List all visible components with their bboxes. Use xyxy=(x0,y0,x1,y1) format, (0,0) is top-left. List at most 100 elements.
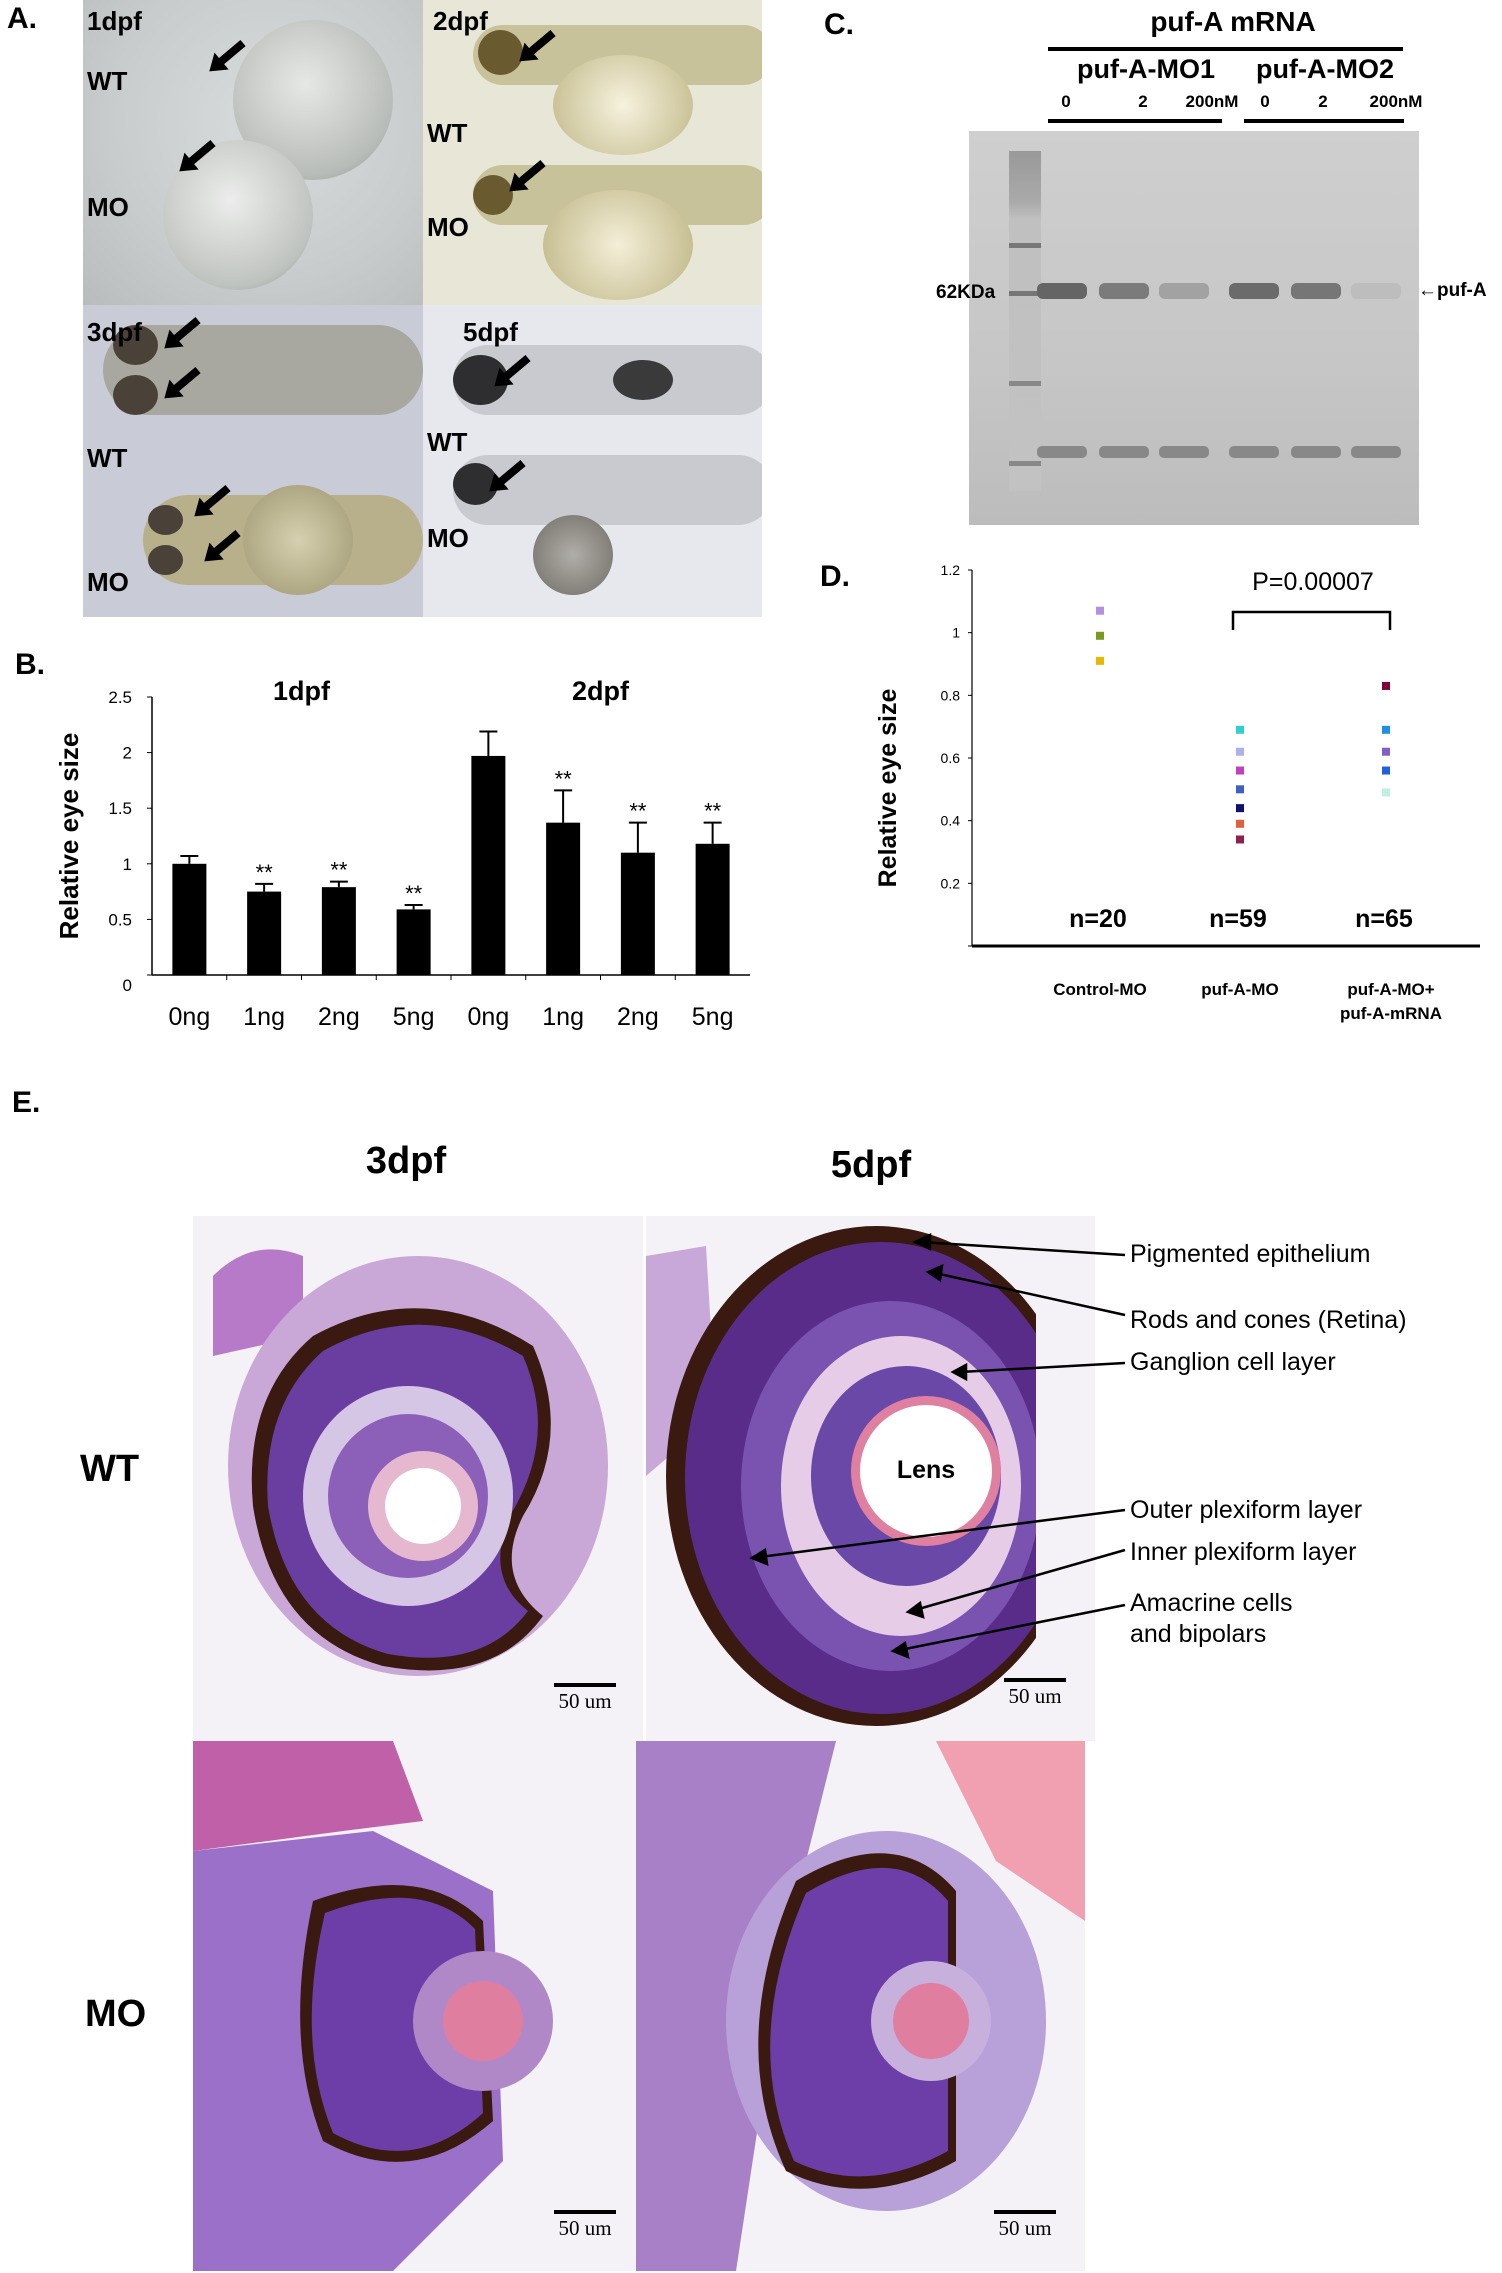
stage-label: 2dpf xyxy=(433,6,488,36)
y-axis-label: Relative eye size xyxy=(874,689,902,888)
bar xyxy=(321,887,356,975)
data-point xyxy=(1382,788,1390,797)
x-tick-label: 0ng xyxy=(169,1003,211,1030)
data-point xyxy=(1236,785,1244,794)
lens-label: Lens xyxy=(897,1456,955,1484)
y-tick-label: 1 xyxy=(952,625,960,641)
dose-label: 0 xyxy=(1061,92,1071,111)
mo-label: MO xyxy=(87,567,129,597)
dose-label: 2 xyxy=(1138,92,1148,111)
annotation-pigmented-epithelium: Pigmented epithelium xyxy=(1130,1240,1371,1268)
category-label: puf-A-MO+ xyxy=(1347,980,1434,999)
x-tick-label: 1ng xyxy=(542,1003,584,1030)
band-name: puf-A xyxy=(1437,280,1487,301)
annotation-inner-plexiform-layer: Inner plexiform layer xyxy=(1130,1538,1357,1566)
group-title: 1dpf xyxy=(273,676,331,706)
category-label: puf-A-mRNA xyxy=(1340,1004,1442,1023)
blot-band-lower xyxy=(1037,446,1087,458)
panel-b-label: B. xyxy=(15,648,45,681)
panel-d-label: D. xyxy=(820,560,850,593)
data-point xyxy=(1096,606,1104,615)
scale-bar: 50 um xyxy=(550,2210,620,2241)
x-tick-label: 0ng xyxy=(468,1003,510,1030)
data-point xyxy=(1382,681,1390,690)
scale-bar: 50 um xyxy=(550,1683,620,1714)
scale-bar: 50 um xyxy=(1000,1678,1070,1709)
y-tick-label: 2 xyxy=(123,744,132,763)
left-arrow-icon: ← xyxy=(1418,280,1437,301)
significance-label: ** xyxy=(704,799,722,824)
data-point xyxy=(1236,766,1244,775)
blot-band xyxy=(1351,283,1401,299)
wt-label: WT xyxy=(427,118,468,148)
wt-label: WT xyxy=(427,427,468,457)
annotation-amacrine-cells: Amacrine cells xyxy=(1130,1589,1293,1617)
mo-label: MO xyxy=(87,192,129,222)
category-label: Control-MO xyxy=(1053,980,1146,999)
x-tick-label: 5ng xyxy=(692,1003,734,1030)
significance-label: ** xyxy=(555,766,573,791)
x-tick-label: 5ng xyxy=(393,1003,435,1030)
blot-band-lower xyxy=(1229,446,1279,458)
blot-band-lower xyxy=(1291,446,1341,458)
n-label: n=20 xyxy=(1069,905,1127,933)
puf-a-band-label: ←puf-A xyxy=(1418,280,1487,302)
bar-chart-relative-eye-size: 0 0.5 1 1.5 2 2.5 Relative eye size 1dpf 0ng ** 1n… xyxy=(54,676,750,1030)
western-blot-gel xyxy=(969,131,1419,525)
group-label-mo1: puf-A-MO1 xyxy=(1077,54,1215,84)
significance-label: ** xyxy=(256,860,274,885)
stage-label: 3dpf xyxy=(87,317,142,347)
dose-label: 200nM xyxy=(1369,92,1423,111)
blot-band xyxy=(1037,283,1087,299)
x-tick-label: 1ng xyxy=(243,1003,285,1030)
bar xyxy=(546,822,581,975)
row-label-wt: WT xyxy=(80,1448,140,1490)
data-point xyxy=(1236,725,1244,734)
data-point xyxy=(1382,766,1390,775)
data-point xyxy=(1382,725,1390,734)
dose-label: 2 xyxy=(1318,92,1328,111)
blot-band-lower xyxy=(1099,446,1149,458)
blot-band xyxy=(1291,283,1341,299)
y-tick-label: 0.5 xyxy=(108,910,132,929)
marker-62kda-label: 62KDa xyxy=(936,282,996,303)
y-tick-label: 0.6 xyxy=(941,750,961,766)
panel-c-label: C. xyxy=(824,8,854,41)
histology-mo-5dpf xyxy=(636,1741,1085,2271)
significance-label: ** xyxy=(405,881,423,906)
stage-label: 1dpf xyxy=(87,6,142,36)
n-label: n=59 xyxy=(1209,905,1267,933)
group-label-mo2: puf-A-MO2 xyxy=(1256,54,1394,84)
panel-a-label: A. xyxy=(7,2,37,35)
embryo-photo-5dpf: 5dpf WT MO xyxy=(423,305,762,617)
group-title: 2dpf xyxy=(572,676,630,706)
annotation-ganglion-cell-layer: Ganglion cell layer xyxy=(1130,1348,1336,1376)
y-tick-label: 0 xyxy=(123,976,132,995)
bar xyxy=(620,852,655,975)
blot-band-lower xyxy=(1351,446,1401,458)
mo-label: MO xyxy=(427,212,469,242)
annotation-outer-plexiform-layer: Outer plexiform layer xyxy=(1130,1496,1363,1524)
group-underline xyxy=(1244,119,1404,123)
stage-label: 5dpf xyxy=(463,317,518,347)
dose-label: 0 xyxy=(1260,92,1270,111)
blot-band xyxy=(1229,283,1279,299)
x-tick-label: 2ng xyxy=(318,1003,360,1030)
significance-bracket xyxy=(1231,610,1392,630)
y-tick-label: 0.8 xyxy=(941,687,961,703)
wt-label: WT xyxy=(87,443,128,473)
row-label-mo: MO xyxy=(85,1993,147,2035)
y-tick-label: 0.2 xyxy=(941,875,961,891)
y-tick-label: 0.4 xyxy=(941,813,961,829)
embryo-photo-2dpf: 2dpf WT MO xyxy=(423,0,762,305)
bar xyxy=(695,843,730,975)
dose-label: 200nM xyxy=(1185,92,1239,111)
data-point xyxy=(1096,656,1104,665)
y-tick-label: 2.5 xyxy=(108,688,132,707)
histology-wt-5dpf: Lens xyxy=(646,1216,1095,1741)
blot-band xyxy=(1099,283,1149,299)
scale-bar: 50 um xyxy=(990,2210,1060,2241)
blot-band xyxy=(1159,283,1209,299)
data-point xyxy=(1382,747,1390,756)
annotation-rods-and-cones: Rods and cones (Retina) xyxy=(1130,1306,1407,1334)
